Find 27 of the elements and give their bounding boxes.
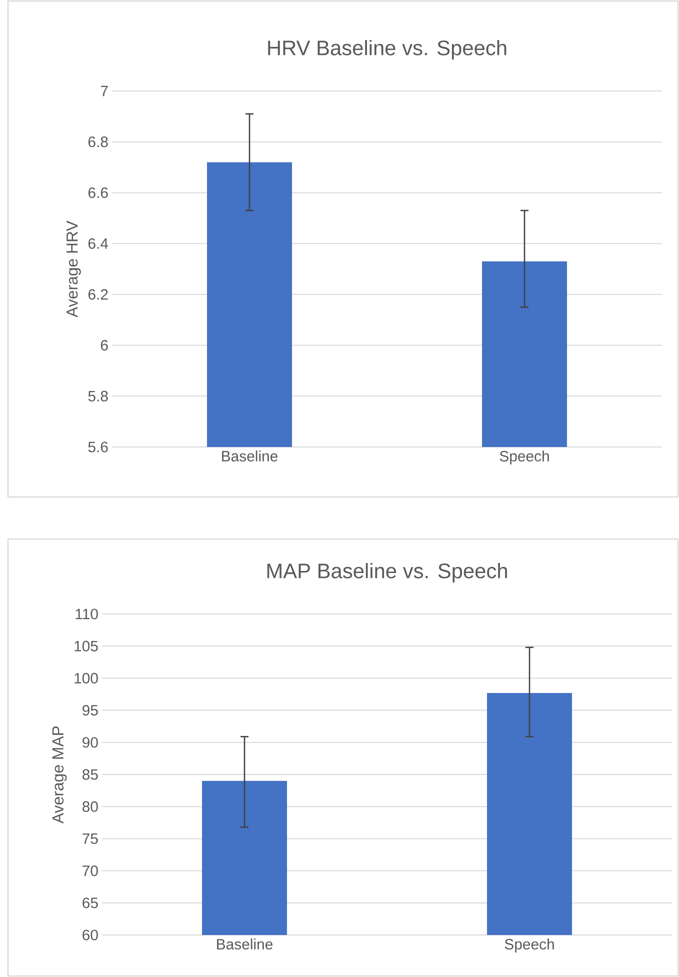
y-tick-label: 5.6 [88, 442, 108, 452]
x-tick-label: Speech [504, 938, 554, 952]
y-tick-label: 90 [82, 737, 98, 748]
y-tick-label: 70 [82, 866, 98, 876]
chart-title: HRV Baseline vs. Speech [268, 40, 506, 60]
y-tick-label: 6.6 [88, 187, 108, 198]
y-tick-label: 75 [82, 833, 98, 844]
y-tick-label: 7 [100, 86, 108, 96]
x-tick-label: Speech [500, 450, 549, 464]
y-tick-label: 105 [74, 640, 98, 652]
y-tick-label: 80 [82, 801, 98, 812]
y-tick-label: 65 [82, 898, 98, 908]
x-tick-label: Baseline [217, 938, 272, 950]
x-tick-label: Baseline [222, 450, 278, 462]
y-tick-label: 95 [82, 705, 98, 716]
y-tick-label: 5.8 [88, 390, 108, 402]
y-tick-label: 110 [76, 608, 98, 620]
y-tick-label: 60 [82, 930, 98, 940]
y-tick-label: 6.4 [88, 238, 108, 249]
y-tick-label: 85 [82, 769, 98, 780]
y-axis-title: Average HRV [66, 220, 81, 318]
y-tick-label: 100 [74, 672, 98, 684]
y-tick-label: 6.8 [88, 136, 108, 148]
y-axis-title: Average MAP [52, 726, 67, 824]
chart-title: MAP Baseline vs. Speech [267, 563, 507, 583]
y-tick-label: 6.2 [88, 289, 108, 300]
y-tick-label: 6 [100, 340, 108, 351]
